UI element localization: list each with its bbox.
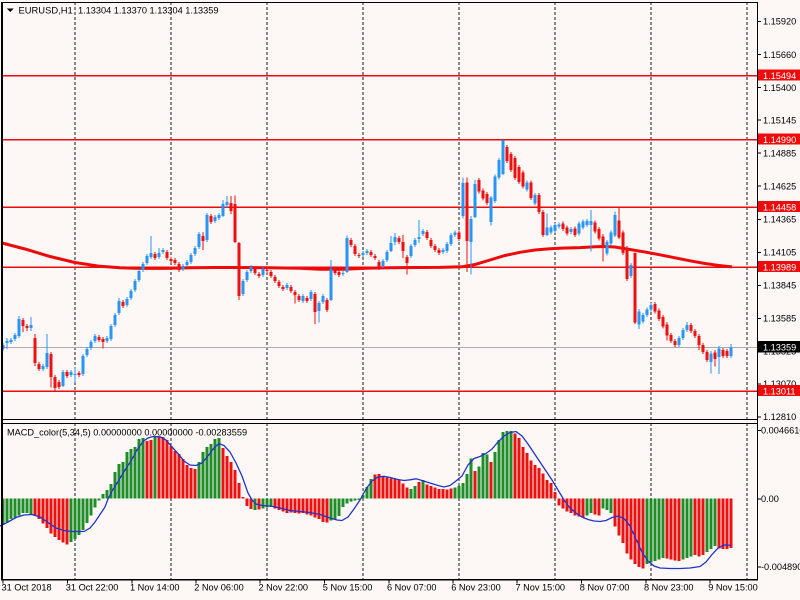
svg-text:1 Nov 14:00: 1 Nov 14:00	[130, 583, 180, 593]
svg-text:31 Oct 2018: 31 Oct 2018	[2, 583, 52, 593]
svg-text:1.15494: 1.15494	[763, 71, 796, 81]
svg-text:1.13585: 1.13585	[763, 314, 796, 324]
svg-text:7 Nov 15:00: 7 Nov 15:00	[516, 583, 566, 593]
svg-text:1.13989: 1.13989	[763, 263, 796, 273]
svg-text:1.15920: 1.15920	[763, 17, 796, 27]
svg-text:31 Oct 22:00: 31 Oct 22:00	[66, 583, 119, 593]
svg-text:2 Nov 22:00: 2 Nov 22:00	[259, 583, 309, 593]
svg-text:8 Nov 07:00: 8 Nov 07:00	[580, 583, 630, 593]
svg-text:1.15145: 1.15145	[763, 115, 796, 125]
svg-text:1.14458: 1.14458	[763, 203, 796, 213]
svg-text:1.14625: 1.14625	[763, 181, 796, 191]
svg-text:8 Nov 23:00: 8 Nov 23:00	[644, 583, 694, 593]
svg-text:1.12810: 1.12810	[763, 412, 796, 422]
svg-text:1.14105: 1.14105	[763, 248, 796, 258]
svg-text:MACD_color(5,34,5) 0.00000000: MACD_color(5,34,5) 0.00000000 0.00000000…	[7, 428, 247, 438]
svg-text:1.13359: 1.13359	[763, 343, 796, 353]
svg-text:EURUSD,H1: EURUSD,H1	[19, 5, 73, 16]
svg-text:1.15660: 1.15660	[763, 50, 796, 60]
svg-text:1.13011: 1.13011	[763, 387, 796, 397]
svg-text:1.13070: 1.13070	[763, 379, 796, 389]
svg-text:0.00: 0.00	[761, 494, 779, 504]
svg-text:9 Nov 15:00: 9 Nov 15:00	[708, 583, 758, 593]
svg-text:1.14990: 1.14990	[763, 135, 796, 145]
svg-text:1.13304 1.13370 1.13304 1.1335: 1.13304 1.13370 1.13304 1.13359	[78, 6, 219, 16]
svg-text:1.14885: 1.14885	[763, 148, 796, 158]
svg-text:6 Nov 23:00: 6 Nov 23:00	[451, 583, 501, 593]
svg-text:2 Nov 06:00: 2 Nov 06:00	[194, 583, 244, 593]
svg-text:1.13845: 1.13845	[763, 281, 796, 291]
svg-text:6 Nov 07:00: 6 Nov 07:00	[387, 583, 437, 593]
svg-text:1.15400: 1.15400	[763, 83, 796, 93]
svg-text:1.14365: 1.14365	[763, 215, 796, 225]
svg-text:5 Nov 15:00: 5 Nov 15:00	[323, 583, 373, 593]
svg-text:-0.0048900: -0.0048900	[761, 562, 800, 572]
